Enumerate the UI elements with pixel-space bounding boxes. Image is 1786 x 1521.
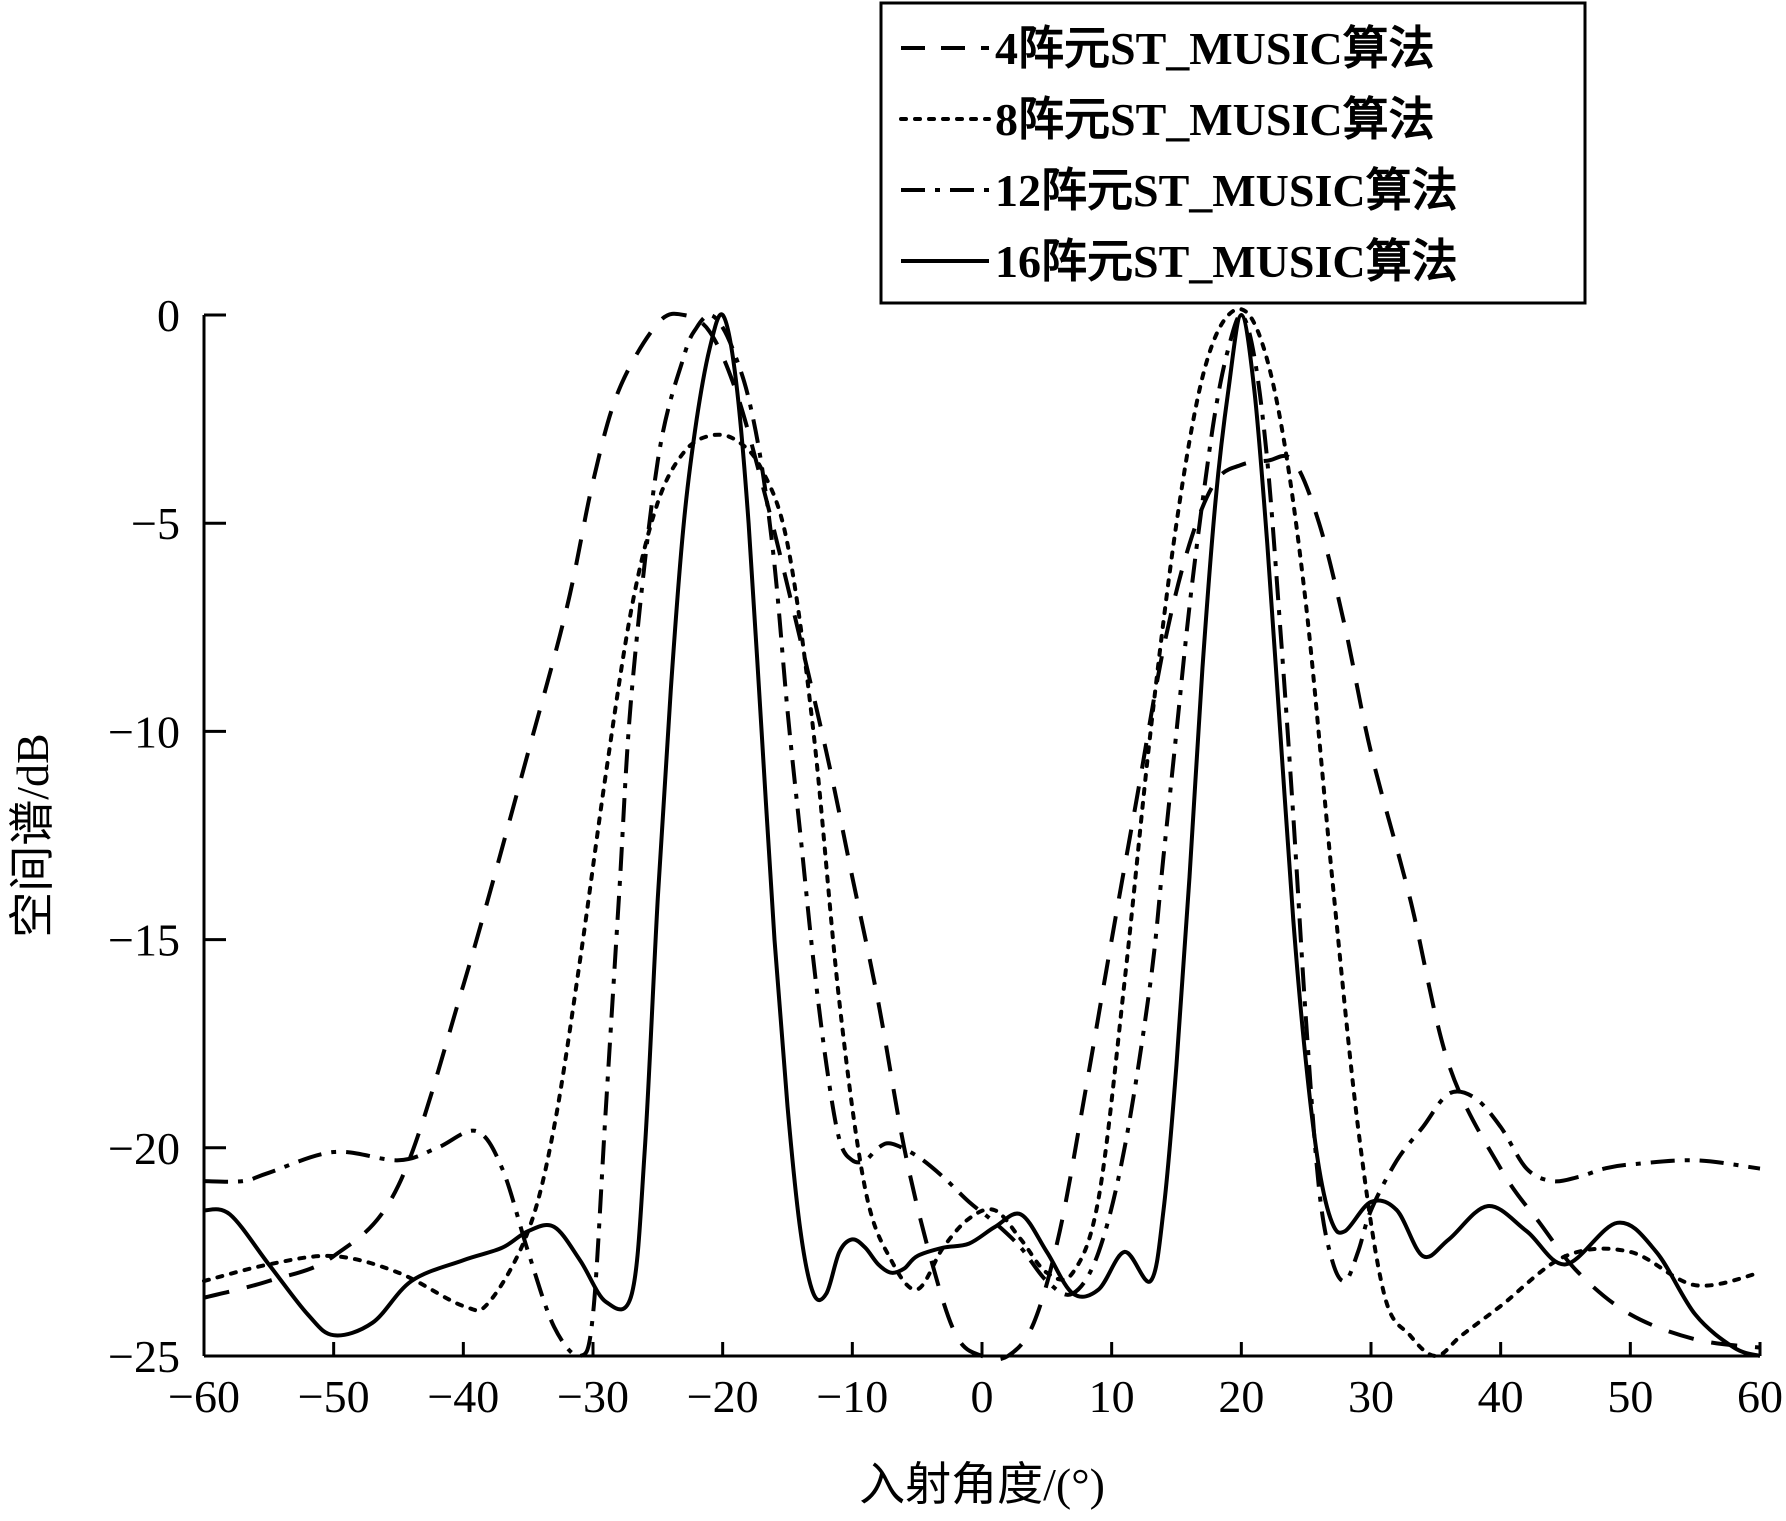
x-axis-ticks: −60 −50 −40 −30 −20 −10 0 10 20 30 40 50 60 (168, 1342, 1783, 1422)
x-axis-title: 入射角度/(°) (859, 1459, 1105, 1510)
y-tick-label: −20 (108, 1123, 180, 1174)
x-tick-label: 30 (1348, 1371, 1394, 1422)
x-tick-label: −50 (298, 1371, 370, 1422)
y-tick-label: −10 (108, 706, 180, 757)
x-tick-label: −60 (168, 1371, 240, 1422)
x-tick-label: −30 (557, 1371, 629, 1422)
series-line-1 (203, 311, 1761, 1362)
legend-label-4: 16阵元ST_MUSIC算法 (995, 236, 1458, 287)
legend-label-1: 4阵元ST_MUSIC算法 (995, 23, 1435, 74)
series-lines (202, 307, 1762, 1362)
x-tick-label: −20 (687, 1371, 759, 1422)
y-axis-title: 空间谱/dB (7, 733, 58, 937)
x-tick-label: −10 (816, 1371, 888, 1422)
legend-box (879, 1, 1587, 305)
x-tick-label: 60 (1737, 1371, 1783, 1422)
legend-label-2: 8阵元ST_MUSIC算法 (995, 94, 1435, 145)
x-tick-label: 40 (1478, 1371, 1524, 1422)
plot-area: −60 −50 −40 −30 −20 −10 0 10 20 30 40 50 60 0 −5 −10 −1… (108, 290, 1783, 1422)
legend-label-3: 12阵元ST_MUSIC算法 (995, 165, 1458, 216)
y-tick-label: 0 (157, 290, 180, 341)
y-tick-label: −25 (108, 1331, 180, 1382)
y-axis-ticks: 0 −5 −10 −15 −20 −25 (108, 290, 226, 1382)
series-line-2 (202, 307, 1762, 1359)
x-tick-label: 20 (1218, 1371, 1264, 1422)
x-tick-label: 0 (971, 1371, 994, 1422)
y-tick-label: −15 (108, 915, 180, 966)
y-tick-label: −5 (131, 498, 180, 549)
legend: 4阵元ST_MUSIC算法 8阵元ST_MUSIC算法 12阵元ST_MUSIC算法… (879, 1, 1587, 305)
x-tick-label: 50 (1607, 1371, 1653, 1422)
x-tick-label: −40 (427, 1371, 499, 1422)
series-line-3 (203, 312, 1761, 1359)
x-tick-label: 10 (1089, 1371, 1135, 1422)
series-line-4 (203, 312, 1761, 1358)
